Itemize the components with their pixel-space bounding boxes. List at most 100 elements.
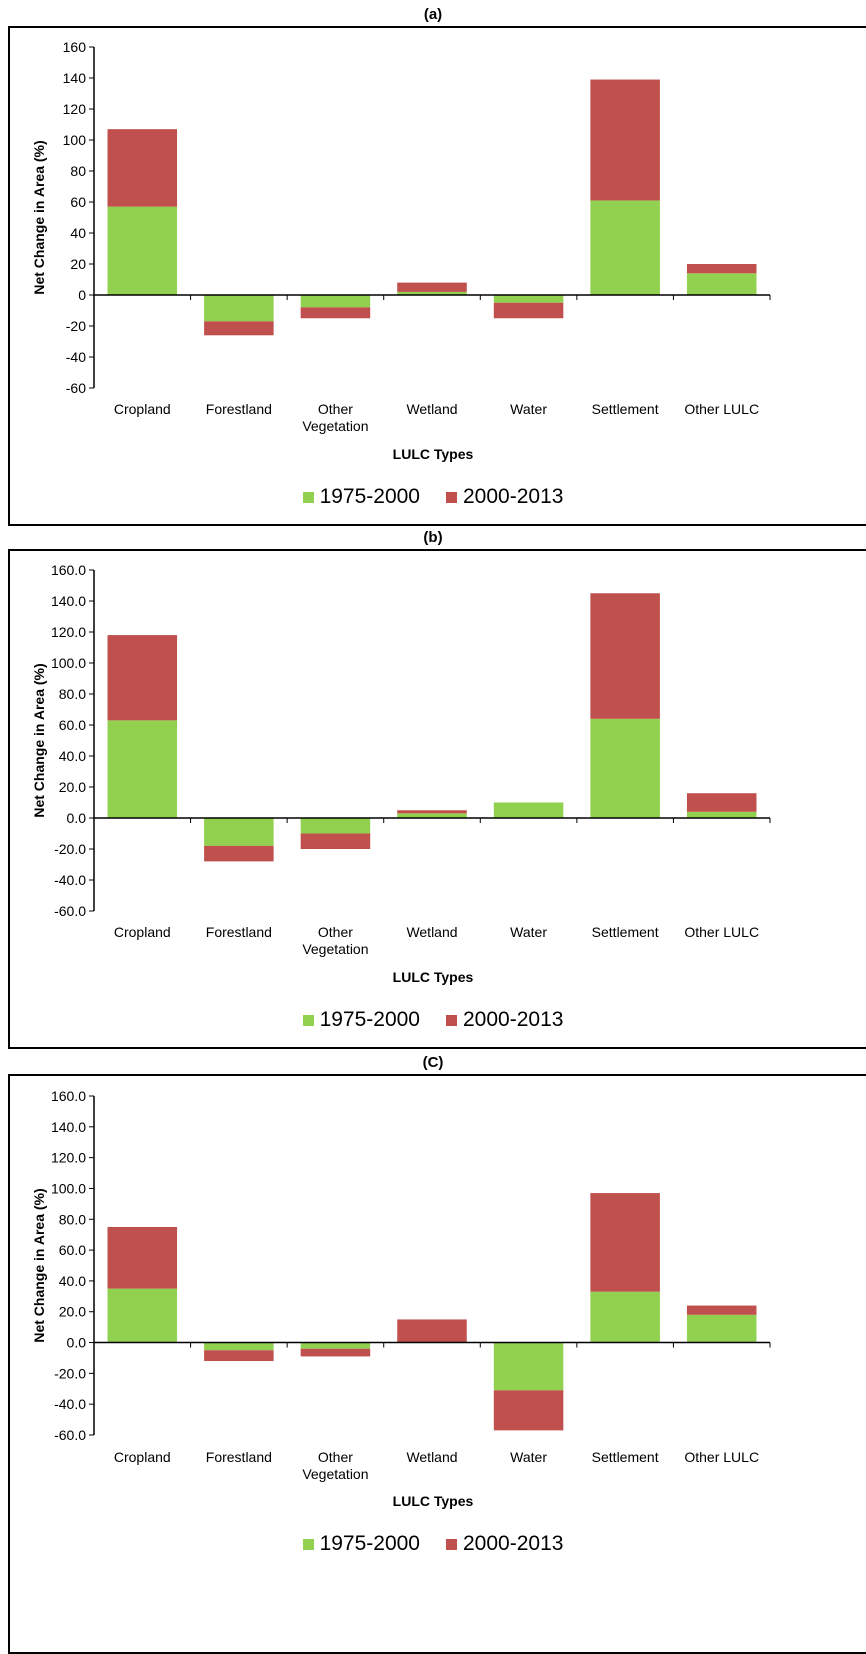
panel-b-title: (b) bbox=[423, 529, 443, 546]
bar-1975-2000-water bbox=[493, 295, 564, 303]
x-category-label: Other LULC bbox=[684, 401, 759, 417]
x-category-label: Cropland bbox=[114, 401, 171, 417]
bar-2000-2013-settlement bbox=[590, 79, 660, 201]
y-axis-title: Net Change in Area (%) bbox=[31, 663, 47, 817]
y-tick-label: 100.0 bbox=[51, 1180, 86, 1196]
x-category-label: Water bbox=[510, 1449, 547, 1465]
y-tick-label: 160.0 bbox=[51, 562, 86, 578]
y-tick-label: 100 bbox=[63, 132, 87, 148]
panel-c-title: (C) bbox=[422, 1054, 444, 1071]
panel-c-frame bbox=[8, 1074, 866, 1654]
legend-label: 1975-2000 bbox=[319, 485, 420, 508]
y-tick-label: -60.0 bbox=[54, 1427, 86, 1443]
y-tick-label: 60.0 bbox=[59, 1242, 86, 1258]
x-category-label: Forestland bbox=[206, 924, 272, 940]
bar-2000-2013-settlement bbox=[590, 593, 660, 719]
y-tick-label: 40.0 bbox=[59, 748, 86, 764]
bar-2000-2013-cropland bbox=[107, 635, 178, 721]
x-category-label: Other bbox=[318, 401, 353, 417]
bar-2000-2013-settlement bbox=[590, 1193, 660, 1292]
y-tick-label: 120 bbox=[63, 101, 87, 117]
y-tick-label: 20.0 bbox=[59, 1304, 86, 1320]
bar-1975-2000-forestland bbox=[204, 818, 274, 846]
y-tick-label: 40 bbox=[70, 225, 86, 241]
legend-swatch-red bbox=[446, 1538, 457, 1550]
bar-1975-2000-cropland bbox=[107, 1288, 178, 1343]
panel-a-title: (a) bbox=[423, 6, 443, 23]
y-tick-label: -40.0 bbox=[54, 1396, 86, 1412]
x-category-label: Settlement bbox=[592, 401, 659, 417]
legend-swatch-red bbox=[446, 491, 457, 503]
y-tick-label: 60 bbox=[70, 194, 86, 210]
y-tick-label: 100.0 bbox=[51, 655, 86, 671]
x-category-label: Settlement bbox=[592, 1449, 659, 1465]
y-axis-title: Net Change in Area (%) bbox=[31, 140, 47, 294]
legend-swatch-green bbox=[302, 1538, 314, 1550]
y-tick-label: 80 bbox=[70, 163, 86, 179]
y-tick-label: 40.0 bbox=[59, 1273, 86, 1289]
legend-item-series-2: 2000-2013 bbox=[446, 485, 563, 509]
legend-label: 1975-2000 bbox=[319, 1532, 420, 1555]
y-tick-label: -20.0 bbox=[54, 841, 86, 857]
bar-1975-2000-settlement bbox=[590, 718, 660, 818]
y-tick-label: 0.0 bbox=[67, 810, 87, 826]
bar-2000-2013-wetland bbox=[397, 1319, 467, 1343]
legend-item-series-2: 2000-2013 bbox=[446, 1532, 563, 1556]
y-tick-label: 120.0 bbox=[51, 624, 86, 640]
legend-swatch-green bbox=[302, 1014, 314, 1026]
y-tick-label: -40 bbox=[66, 349, 86, 365]
bar-2000-2013-other-lulc bbox=[686, 264, 757, 274]
bar-1975-2000-forestland bbox=[204, 1342, 274, 1351]
bar-2000-2013-forestland bbox=[204, 845, 274, 862]
y-tick-label: 80.0 bbox=[59, 1211, 86, 1227]
panel-a-legend: 1975-2000 2000-2013 bbox=[0, 485, 866, 509]
bar-1975-2000-other-vegetation bbox=[300, 818, 371, 834]
legend-swatch-red bbox=[446, 1014, 457, 1026]
bar-2000-2013-cropland bbox=[107, 129, 178, 207]
y-tick-label: 140.0 bbox=[51, 593, 86, 609]
bar-1975-2000-other-vegetation bbox=[300, 1342, 371, 1349]
legend-label: 2000-2013 bbox=[463, 1008, 564, 1031]
panel-c-legend: 1975-2000 2000-2013 bbox=[0, 1532, 866, 1556]
y-tick-label: -20 bbox=[66, 318, 86, 334]
bar-2000-2013-water bbox=[493, 302, 564, 319]
bar-1975-2000-settlement bbox=[590, 1291, 660, 1343]
legend-item-series-1: 1975-2000 bbox=[302, 485, 420, 509]
bar-1975-2000-other-lulc bbox=[686, 1314, 757, 1343]
y-tick-label: 20.0 bbox=[59, 779, 86, 795]
x-category-label: Forestland bbox=[206, 401, 272, 417]
y-tick-label: 20 bbox=[70, 256, 86, 272]
y-tick-label: 80.0 bbox=[59, 686, 86, 702]
x-category-label: Wetland bbox=[406, 924, 457, 940]
panel-a-x-axis-title: LULC Types bbox=[392, 446, 474, 462]
bar-1975-2000-other-lulc bbox=[686, 273, 757, 295]
x-category-label: Forestland bbox=[206, 1449, 272, 1465]
bar-1975-2000-wetland bbox=[397, 291, 467, 295]
panel-c-x-axis-title: LULC Types bbox=[392, 1493, 474, 1509]
bar-2000-2013-wetland bbox=[397, 282, 467, 292]
y-tick-label: -60.0 bbox=[54, 903, 86, 919]
legend-label: 1975-2000 bbox=[319, 1008, 420, 1031]
panel-b-x-axis-title: LULC Types bbox=[392, 969, 474, 985]
panel-b-legend: 1975-2000 2000-2013 bbox=[0, 1008, 866, 1032]
legend-item-series-1: 1975-2000 bbox=[302, 1008, 420, 1032]
y-tick-label: 120.0 bbox=[51, 1150, 86, 1166]
x-category-label: Other bbox=[318, 924, 353, 940]
y-tick-label: -60 bbox=[66, 380, 86, 396]
y-tick-label: 60.0 bbox=[59, 717, 86, 733]
x-category-label: Other bbox=[318, 1449, 353, 1465]
x-category-label: Other LULC bbox=[684, 1449, 759, 1465]
bar-2000-2013-forestland bbox=[204, 321, 274, 336]
x-category-label: Vegetation bbox=[302, 941, 368, 957]
y-tick-label: -20.0 bbox=[54, 1365, 86, 1381]
x-category-label: Cropland bbox=[114, 924, 171, 940]
bar-1975-2000-other-vegetation bbox=[300, 295, 371, 308]
x-category-label: Wetland bbox=[406, 401, 457, 417]
bar-1975-2000-forestland bbox=[204, 295, 274, 322]
bar-2000-2013-other-vegetation bbox=[300, 307, 371, 319]
legend-label: 2000-2013 bbox=[463, 485, 564, 508]
y-tick-label: 0.0 bbox=[67, 1335, 87, 1351]
bar-1975-2000-cropland bbox=[107, 206, 178, 295]
